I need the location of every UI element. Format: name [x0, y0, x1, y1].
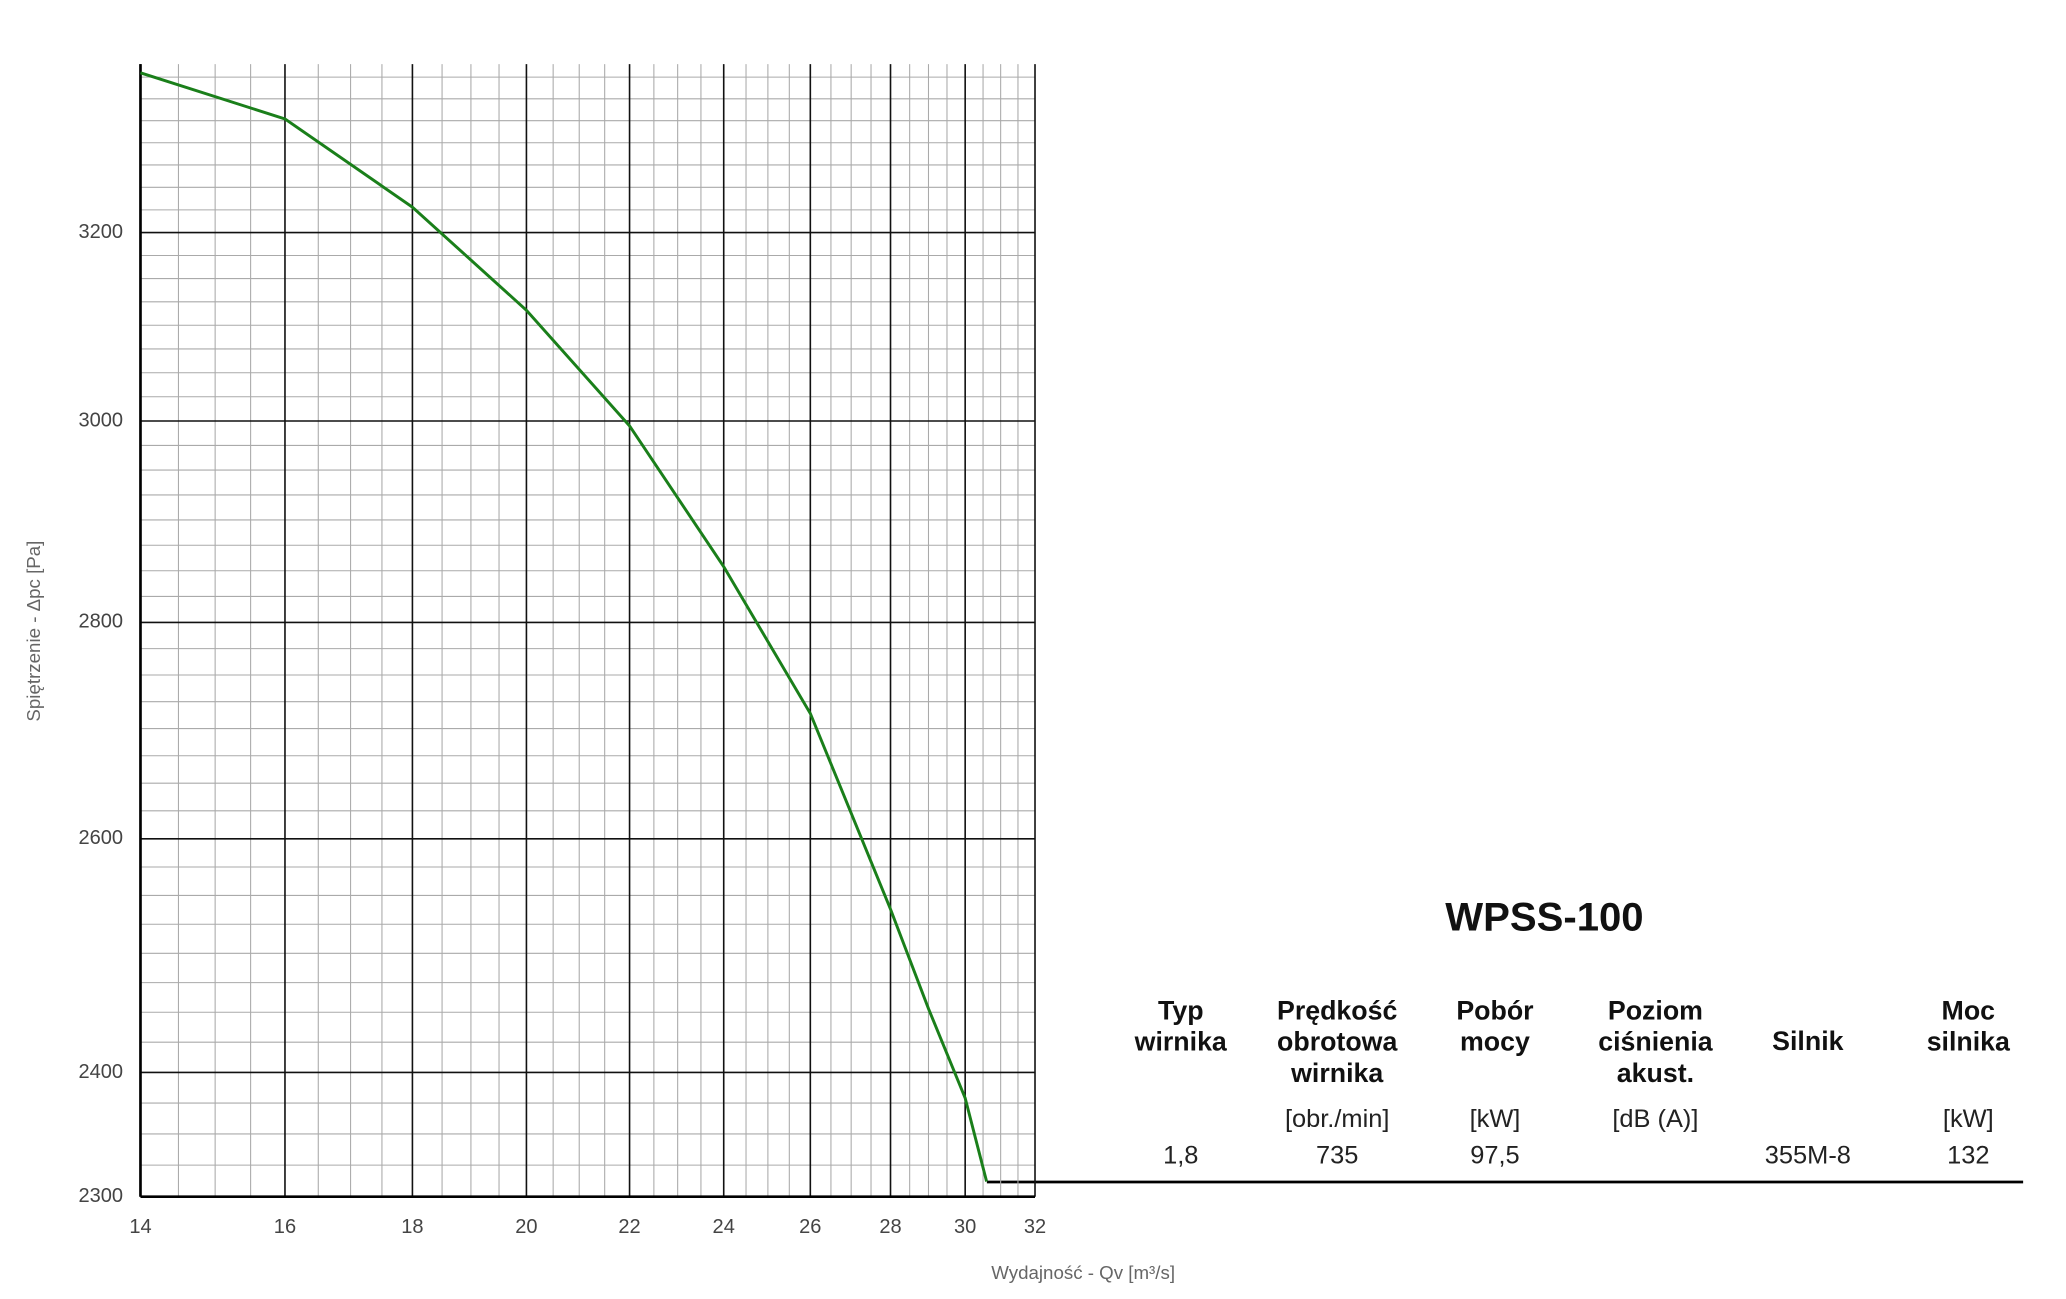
column-header: wirnika — [1290, 1058, 1384, 1088]
y-tick-label: 3200 — [78, 221, 123, 243]
x-tick-label: 26 — [799, 1216, 821, 1238]
y-tick-label: 3000 — [78, 409, 123, 431]
column-header: Silnik — [1772, 1026, 1843, 1056]
x-tick-label: 18 — [401, 1216, 423, 1238]
y-tick-label: 2300 — [78, 1185, 123, 1207]
column-header: Prędkość — [1277, 995, 1398, 1025]
x-tick-label: 14 — [129, 1216, 151, 1238]
cell-value: 97,5 — [1470, 1141, 1519, 1169]
column-header: ciśnienia — [1598, 1027, 1714, 1057]
y-axis-label: Spiętrzenie - Δpc [Pa] — [23, 541, 44, 722]
column-header: Pobór — [1456, 995, 1533, 1025]
column-header: obrotowa — [1277, 1027, 1398, 1057]
x-tick-label: 32 — [1024, 1216, 1046, 1238]
curve — [140, 71, 989, 1182]
column-header: Typ — [1158, 995, 1204, 1025]
y-tick-label: 2800 — [78, 611, 123, 633]
column-header: mocy — [1460, 1027, 1530, 1057]
x-tick-label: 30 — [954, 1216, 976, 1238]
column-header: silnika — [1927, 1027, 2011, 1057]
x-tick-label: 24 — [713, 1216, 735, 1238]
cell-value: 1,8 — [1163, 1141, 1198, 1169]
table-title: WPSS-100 — [1445, 896, 1643, 940]
x-tick-label: 20 — [515, 1216, 537, 1238]
column-unit: [obr./min] — [1285, 1105, 1389, 1133]
cell-value: 132 — [1947, 1141, 1989, 1169]
column-header: Moc — [1942, 995, 1996, 1025]
column-header: Poziom — [1608, 995, 1703, 1025]
y-tick-label: 2400 — [78, 1061, 123, 1083]
column-header: akust. — [1617, 1058, 1694, 1088]
column-unit: [kW] — [1943, 1105, 1994, 1133]
column-unit: [dB (A)] — [1612, 1105, 1698, 1133]
y-tick-label: 2600 — [78, 827, 123, 849]
x-tick-label: 16 — [274, 1216, 296, 1238]
cell-value: 735 — [1316, 1141, 1358, 1169]
column-unit: [kW] — [1470, 1105, 1521, 1133]
x-tick-label: 28 — [879, 1216, 901, 1238]
column-header: wirnika — [1134, 1027, 1228, 1057]
cell-value: 355M-8 — [1765, 1141, 1851, 1169]
x-tick-label: 22 — [618, 1216, 640, 1238]
x-axis-label: Wydajność - Qv [m³/s] — [991, 1262, 1175, 1283]
